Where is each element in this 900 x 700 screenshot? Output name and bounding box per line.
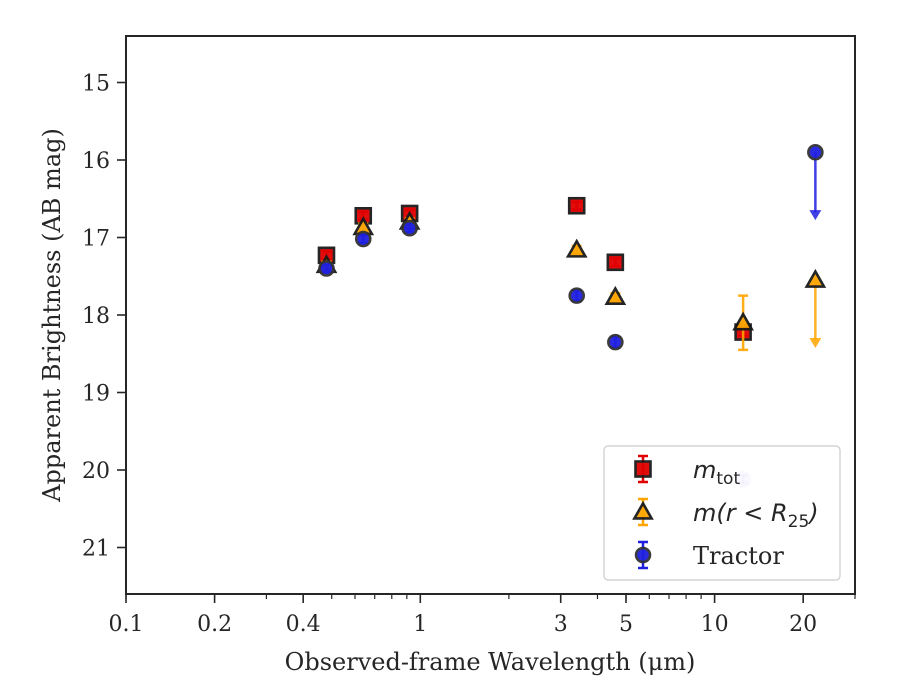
y-tick-label-6: 21 — [82, 537, 110, 562]
point-1-3 — [565, 238, 588, 258]
plot-frame — [125, 35, 856, 595]
y-tick-label-0: 15 — [82, 72, 110, 97]
point-2-0 — [318, 260, 335, 277]
point-0-3 — [567, 196, 586, 215]
upper-limit-arrow-1-6 — [809, 338, 822, 348]
upper-limit-arrow-2-6 — [809, 210, 822, 221]
legend-box — [603, 445, 841, 581]
data-marks — [315, 143, 827, 488]
x-axis-label: Observed-frame Wavelength (μm) — [285, 648, 696, 676]
point-0-4 — [606, 253, 625, 272]
y-axis-label: Apparent Brightness (AB mag) — [38, 128, 66, 503]
point-2-2 — [401, 219, 418, 237]
x-tick-label-0: 0.1 — [109, 612, 144, 637]
y-tick-label-2: 17 — [82, 227, 110, 252]
x-tick-label-4: 3 — [554, 612, 568, 637]
point-2-3 — [568, 287, 586, 304]
legend-marker-0 — [634, 460, 652, 478]
series-2 — [318, 143, 824, 488]
x-tick-label-6: 10 — [701, 612, 729, 637]
legend-label-0: mtot — [693, 456, 740, 489]
x-tick-label-5: 5 — [619, 612, 633, 637]
point-1-6 — [804, 268, 827, 288]
point-1-5 — [732, 311, 754, 331]
point-2-4 — [607, 333, 624, 351]
x-tick-label-7: 20 — [789, 612, 817, 637]
x-tick-label-2: 0.4 — [286, 612, 321, 637]
legend-marker-1 — [632, 500, 654, 520]
y-tick-label-5: 20 — [82, 459, 110, 484]
axis-ticks: 0.1 0.2 0.4 1 3 5 10 20 15 16 17 18 19 20 21 — [82, 72, 856, 637]
legend-label-2: Tractor — [693, 542, 784, 570]
x-tick-label-1: 0.2 — [197, 612, 232, 637]
point-2-6 — [807, 143, 824, 161]
point-2-1 — [354, 230, 372, 248]
legend-label-1: m(r < R25) — [693, 499, 819, 532]
legend-marker-2 — [634, 546, 652, 564]
x-tick-label-3: 1 — [413, 612, 427, 637]
y-tick-label-1: 16 — [82, 149, 110, 174]
y-tick-label-4: 19 — [82, 382, 110, 407]
point-1-4 — [604, 285, 627, 305]
y-tick-label-3: 18 — [82, 304, 110, 329]
legend: mtot m(r < R25) Tractor — [603, 445, 841, 581]
